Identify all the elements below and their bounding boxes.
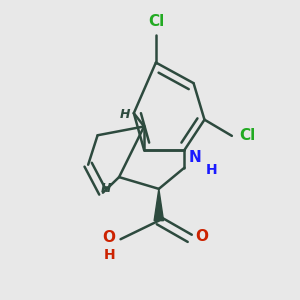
Text: N: N: [189, 150, 202, 165]
Text: O: O: [102, 230, 115, 245]
Text: H: H: [120, 108, 130, 121]
Text: Cl: Cl: [148, 14, 164, 29]
Polygon shape: [154, 189, 164, 221]
Text: H: H: [103, 248, 115, 262]
Text: O: O: [195, 230, 208, 244]
Text: H: H: [100, 182, 111, 195]
Text: H: H: [206, 163, 217, 177]
Text: Cl: Cl: [239, 128, 256, 143]
